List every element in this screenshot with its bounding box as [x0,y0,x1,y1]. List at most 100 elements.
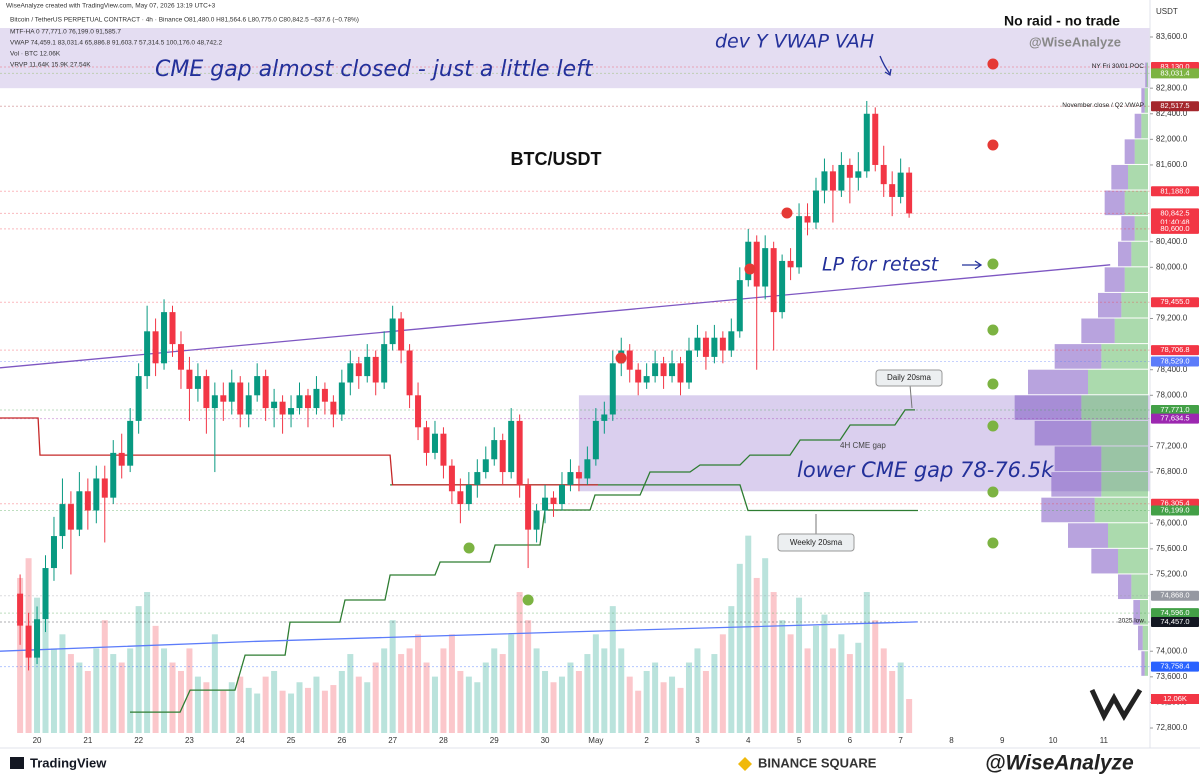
candle-body [685,350,692,383]
price-label-box [1151,616,1199,627]
volume-bar [550,682,557,733]
volume-bar [516,592,523,733]
candle-body [296,395,303,409]
marker [987,537,999,549]
chart-title: BTC/USDT [511,149,602,169]
candle-body [575,472,582,479]
candle-body [829,171,836,191]
callout-label: Daily 20sma [887,373,932,382]
candle-body [855,171,862,178]
volume-bar [660,682,667,733]
profile-down [1081,318,1115,344]
callout-pointer [909,384,913,409]
volume-bar [34,597,41,733]
volume-bar [753,577,760,733]
candle-body [897,172,904,197]
candle-body [728,331,735,351]
volume-bar [245,687,252,733]
volume-bar [677,687,684,733]
candle-body [25,625,32,658]
candle-body [203,376,210,409]
candle-body [194,376,201,389]
candle-body [406,350,413,396]
x-tick-label: 23 [185,736,194,745]
candle-body [491,440,498,460]
candle-body [753,241,760,287]
candle-body [304,395,311,409]
candle-body [161,312,168,364]
candle-body [93,478,100,511]
callout-label: Weekly 20sma [790,538,843,547]
x-tick-label: 3 [695,736,700,745]
volume-bar [364,682,371,733]
price-label: 77,771.0 [1160,405,1189,414]
x-tick-label: 26 [337,736,346,745]
candle-body [457,491,464,505]
y-tick-label: 82,400.0 [1156,109,1188,118]
candle-body [279,401,286,415]
candle-body [271,401,278,409]
candle-body [652,363,659,377]
y-tick-label: 77,200.0 [1156,442,1188,451]
annotation: 4H CME gap [840,441,886,450]
volume-bar [84,670,91,733]
zone [0,28,1150,89]
candle-body [169,312,176,345]
volume-bar [262,676,269,733]
volume-bar [17,577,24,733]
x-tick-label: 4 [746,736,751,745]
callout-box [875,369,943,387]
volume-bar [736,563,743,733]
candle-body [643,376,650,383]
volume-bar [127,648,134,733]
candle-body [101,478,108,498]
volume-bar [592,634,599,733]
profile-up [1146,62,1148,88]
price-label: 76,305.4 [1160,499,1189,508]
candle-body [635,369,642,383]
price-label-box [1151,101,1199,112]
marker [987,58,999,70]
level-note: November close / Q2 VWAP [1062,102,1144,109]
candle-body [347,363,354,383]
candle-body [660,363,667,377]
price-label: 82,517.5 [1160,101,1189,110]
profile-up [1124,267,1148,292]
volume-bar [59,634,66,733]
candle-body [245,395,252,415]
volume-bar [330,685,337,733]
volume-bar [533,648,540,733]
annotation: @WiseAnalyze [1029,34,1121,49]
volume-bar [211,634,218,733]
volume-bar [313,676,320,733]
volume-bar [745,535,752,733]
candle-body [558,484,565,505]
profile-up [1131,574,1148,600]
price-label-box [1151,345,1199,356]
price-label-box [1151,208,1199,229]
volume-bar [906,699,913,733]
volume-bar [381,648,388,733]
candle-body [889,184,896,197]
x-tick-label: 6 [848,736,853,745]
candle-body [787,260,794,268]
x-tick-label: 2 [644,736,649,745]
volume-bar [423,662,430,733]
candle-body [440,433,447,466]
profile-down [1133,600,1140,625]
candle-body [592,420,599,460]
candle-body [872,113,879,165]
candle-body [431,433,438,453]
profile-up [1121,292,1148,318]
candle-body [118,452,125,466]
candle-body [186,369,193,389]
legend-line: VRVP 11.64K 15.9K 27.54K [10,62,91,69]
volume-bar [203,682,210,733]
candle-body [584,459,591,479]
y-tick-label: 75,600.0 [1156,544,1188,553]
volume-bar [372,662,379,733]
volume-bar [279,690,286,733]
volume-bar [889,670,896,733]
candle-body [762,248,769,287]
